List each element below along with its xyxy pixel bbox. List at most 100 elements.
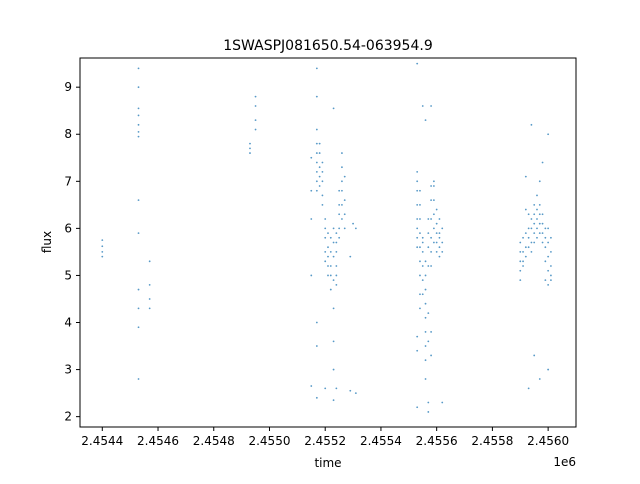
data-point <box>329 265 332 267</box>
data-point <box>524 175 527 178</box>
data-point <box>416 62 419 65</box>
data-point <box>324 227 327 230</box>
data-point <box>419 274 421 277</box>
data-point <box>530 218 533 220</box>
data-point <box>315 180 318 183</box>
data-point <box>335 283 338 286</box>
data-point <box>538 180 541 183</box>
data-point <box>137 307 140 310</box>
data-point <box>419 260 421 263</box>
data-point <box>101 245 104 248</box>
data-point <box>544 227 547 230</box>
data-point <box>321 203 324 206</box>
y-tick-label: 5 <box>64 268 72 282</box>
data-point <box>338 203 341 206</box>
data-point <box>321 171 324 173</box>
data-point <box>547 269 550 272</box>
data-point <box>324 236 327 239</box>
data-point <box>349 255 352 258</box>
data-point <box>332 340 335 343</box>
data-points <box>101 62 552 413</box>
data-point <box>550 236 552 239</box>
data-point <box>419 218 421 220</box>
data-point <box>533 203 536 206</box>
data-point <box>435 208 438 211</box>
data-point <box>324 251 327 253</box>
data-point <box>416 406 419 409</box>
data-point <box>318 166 321 169</box>
data-point <box>527 236 530 239</box>
data-point <box>329 236 332 239</box>
data-point <box>430 265 432 267</box>
x-tick-label: 2.4552 <box>304 434 346 448</box>
data-point <box>332 307 335 310</box>
data-point <box>416 227 419 230</box>
x-axis-ticks: 2.4544 2.4546 2.4548 2.4550 2.4552 2.4554 2.45… <box>81 427 569 448</box>
data-point <box>441 241 444 244</box>
data-point <box>541 222 544 225</box>
data-point <box>310 385 313 387</box>
data-point <box>424 316 427 319</box>
data-point <box>352 222 354 225</box>
data-point <box>416 335 419 338</box>
data-point <box>343 199 346 202</box>
data-point <box>438 218 441 220</box>
data-point <box>315 128 318 131</box>
data-point <box>435 241 438 244</box>
data-point <box>435 251 438 253</box>
data-point <box>432 185 435 187</box>
data-point <box>341 152 343 154</box>
data-point <box>421 251 424 253</box>
data-point <box>527 387 530 390</box>
data-point <box>538 232 541 234</box>
data-point <box>137 378 140 380</box>
data-point <box>524 246 527 249</box>
y-tick-label: 3 <box>64 363 72 377</box>
data-point <box>427 401 430 404</box>
data-point <box>427 218 430 220</box>
data-point <box>416 349 419 352</box>
data-point <box>101 239 104 242</box>
data-point <box>547 241 550 244</box>
data-point <box>254 105 257 107</box>
data-point <box>315 396 318 399</box>
data-point <box>310 156 313 159</box>
data-point <box>550 279 552 282</box>
x-tick-label: 2.4560 <box>527 434 569 448</box>
data-point <box>315 161 318 164</box>
data-point <box>318 152 321 154</box>
data-point <box>424 345 427 347</box>
data-point <box>541 213 544 216</box>
data-point <box>536 227 538 230</box>
data-point <box>530 251 533 253</box>
data-point <box>338 227 341 230</box>
data-point <box>327 265 329 267</box>
data-point <box>341 218 343 220</box>
data-point <box>332 227 335 230</box>
data-point <box>419 307 421 310</box>
data-point <box>527 227 530 230</box>
data-point <box>536 218 538 220</box>
data-point <box>338 213 341 216</box>
x-tick-label: 2.4550 <box>248 434 290 448</box>
data-point <box>335 274 338 277</box>
data-point <box>541 241 544 244</box>
data-point <box>519 279 522 282</box>
data-point <box>424 274 427 277</box>
data-point <box>424 331 427 333</box>
data-point <box>538 378 541 380</box>
data-point <box>430 331 432 333</box>
data-point <box>427 411 430 413</box>
data-point <box>315 152 318 154</box>
data-point <box>430 199 432 202</box>
data-point <box>332 279 335 282</box>
data-point <box>321 194 324 197</box>
data-point <box>318 142 321 145</box>
data-point <box>321 161 324 164</box>
data-point <box>438 232 441 234</box>
data-point <box>550 251 552 253</box>
data-point <box>315 189 318 192</box>
data-point <box>547 255 550 258</box>
data-point <box>327 246 329 249</box>
y-tick-label: 2 <box>64 410 72 424</box>
